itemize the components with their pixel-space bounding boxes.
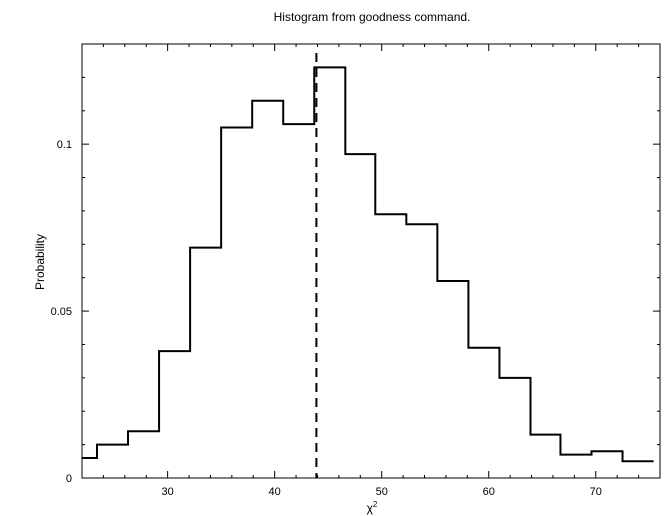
x-tick-label: 70 [590, 486, 602, 498]
histogram-bar [468, 348, 499, 478]
histogram-bar [97, 445, 128, 478]
x-tick-label: 60 [483, 486, 495, 498]
plot-frame [81, 43, 661, 479]
x-axis-label: χ2 [367, 500, 378, 515]
x-axis-label-superscript: 2 [373, 500, 378, 509]
histogram-bar [221, 127, 252, 478]
histogram-bar [283, 124, 314, 478]
histogram-bar [530, 435, 560, 478]
histogram-bar [591, 451, 622, 478]
histogram-bar [406, 224, 437, 478]
histogram-bar [159, 351, 190, 478]
histogram-bar [437, 281, 468, 478]
y-tick-label: 0 [66, 473, 72, 485]
x-axis-label-base: χ [367, 501, 374, 515]
x-axis-ticks: 30 40 50 60 70 [162, 44, 602, 498]
histogram-bar [375, 214, 406, 478]
histogram-bar [190, 248, 221, 478]
histogram-bar [82, 458, 97, 478]
y-tick-label: 0.1 [57, 139, 72, 151]
histogram-bar [560, 455, 591, 478]
histogram-outline [82, 66, 654, 463]
x-tick-label: 40 [269, 486, 281, 498]
histogram-bar [623, 461, 654, 478]
histogram-bars [82, 67, 654, 478]
x-tick-label: 30 [162, 486, 174, 498]
histogram-bar [345, 154, 375, 478]
x-tick-label: 50 [376, 486, 388, 498]
histogram-bar [252, 101, 283, 478]
histogram-bar [314, 67, 345, 478]
y-axis-ticks: 0 0.05 0.1 [51, 139, 660, 485]
minor-ticks [81, 44, 661, 478]
y-axis-label: Probability [33, 234, 47, 290]
histogram-bar [128, 431, 159, 478]
chart-title: Histogram from goodness command. [274, 10, 471, 24]
histogram-bar [499, 378, 530, 478]
y-tick-label: 0.05 [51, 306, 72, 318]
plot-frame-group [81, 43, 661, 479]
